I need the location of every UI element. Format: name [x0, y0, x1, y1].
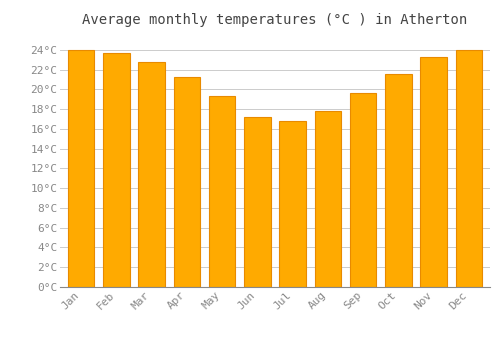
Bar — [68, 50, 94, 287]
Bar — [244, 117, 270, 287]
Bar — [456, 50, 482, 287]
Title: Average monthly temperatures (°C ) in Atherton: Average monthly temperatures (°C ) in At… — [82, 13, 468, 27]
Bar — [314, 111, 341, 287]
Bar — [350, 93, 376, 287]
Bar — [420, 57, 447, 287]
Bar — [280, 121, 306, 287]
Bar — [174, 77, 200, 287]
Bar — [103, 53, 130, 287]
Bar — [138, 62, 165, 287]
Bar — [209, 96, 236, 287]
Bar — [385, 74, 411, 287]
